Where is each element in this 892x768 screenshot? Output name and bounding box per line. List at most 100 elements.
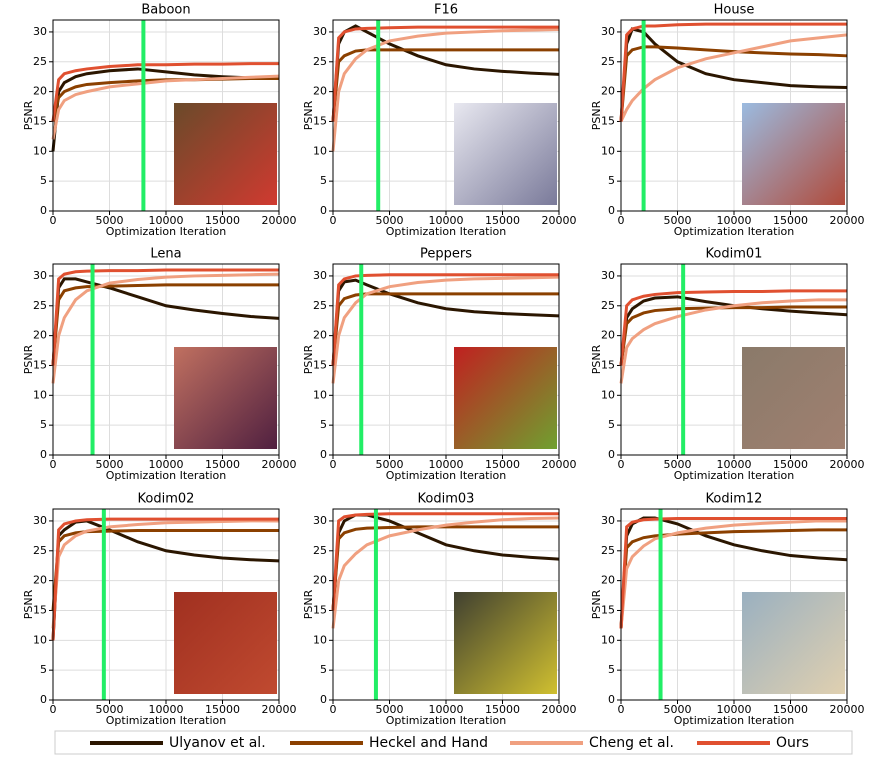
x-tick-label: 15000: [485, 214, 520, 227]
series-line: [331, 28, 560, 152]
x-tick-label: 15000: [485, 458, 520, 471]
x-tick-label: 20000: [542, 703, 577, 716]
x-tick-label: 20000: [542, 214, 577, 227]
series-line: [331, 48, 559, 122]
y-tick-label: 10: [33, 144, 47, 157]
series-line: [619, 298, 847, 384]
y-tick-label: 20: [601, 85, 615, 98]
y-tick-label: 10: [33, 388, 47, 401]
inset-image: [174, 592, 277, 694]
inset-image: [174, 347, 277, 449]
y-tick-label: 5: [40, 663, 47, 676]
y-tick-label: 5: [320, 663, 327, 676]
x-tick-label: 10000: [429, 458, 464, 471]
y-tick-label: 0: [320, 204, 327, 217]
x-tick-label: 0: [618, 703, 625, 716]
x-tick-label: 15000: [773, 703, 808, 716]
x-tick-label: 5000: [376, 214, 404, 227]
x-tick-label: 15000: [205, 703, 240, 716]
x-tick-label: 0: [50, 458, 57, 471]
y-axis-label: PSNR: [302, 100, 315, 130]
series-line: [619, 528, 847, 629]
subplot: 0 5000 10000 15000 20000 0 5 10 15 20 25 30 House Opt…: [590, 3, 865, 239]
x-tick-label: 10000: [149, 703, 184, 716]
x-tick-label: 15000: [205, 458, 240, 471]
series-line: [51, 62, 279, 122]
x-tick-label: 0: [618, 458, 625, 471]
y-tick-label: 10: [313, 388, 327, 401]
subplot: 0 5000 10000 15000 20000 0 5 10 15 20 25 30 Kodim01 O…: [590, 247, 865, 483]
x-tick-label: 5000: [664, 214, 692, 227]
y-tick-label: 20: [601, 329, 615, 342]
series-line: [51, 517, 279, 641]
y-tick-label: 20: [33, 574, 47, 587]
y-tick-label: 30: [601, 514, 615, 527]
subplot: 0 5000 10000 15000 20000 0 5 10 15 20 25 30 F16 Optim…: [302, 3, 577, 239]
y-axis-label: PSNR: [590, 100, 603, 130]
x-tick-label: 5000: [96, 214, 124, 227]
y-axis-label: PSNR: [590, 344, 603, 374]
series-line: [619, 45, 848, 122]
y-tick-label: 0: [608, 204, 615, 217]
axes-frame: [52, 19, 280, 212]
legend-box: [54, 730, 853, 755]
x-tick-label: 20000: [830, 214, 865, 227]
x-tick-label: 20000: [262, 458, 297, 471]
x-tick-label: 0: [330, 703, 337, 716]
series-line: [331, 278, 560, 366]
inset-image: [742, 103, 845, 205]
series-line: [331, 273, 559, 366]
y-axis-label: PSNR: [22, 100, 35, 130]
series-line: [619, 519, 847, 629]
y-tick-label: 30: [601, 25, 615, 38]
y-tick-label: 20: [313, 329, 327, 342]
subplot-title: Peppers: [420, 247, 472, 262]
y-tick-label: 15: [33, 114, 47, 127]
x-tick-label: 10000: [149, 458, 184, 471]
x-tick-label: 0: [618, 214, 625, 227]
y-tick-label: 5: [608, 418, 615, 431]
y-axis-label: PSNR: [22, 589, 35, 619]
x-axis-label: Optimization Iteration: [674, 469, 795, 482]
y-tick-label: 0: [320, 693, 327, 706]
subplot-title: F16: [434, 3, 458, 18]
x-tick-label: 5000: [376, 458, 404, 471]
inset-image: [454, 592, 557, 694]
y-tick-label: 10: [313, 633, 327, 646]
y-tick-label: 15: [601, 114, 615, 127]
series-line: [619, 33, 848, 123]
y-tick-label: 25: [313, 55, 327, 68]
y-axis-label: PSNR: [302, 589, 315, 619]
y-tick-label: 15: [313, 358, 327, 371]
x-tick-label: 15000: [205, 214, 240, 227]
x-tick-label: 20000: [542, 458, 577, 471]
x-tick-label: 5000: [96, 703, 124, 716]
axes-frame: [332, 508, 560, 701]
x-tick-label: 10000: [717, 214, 752, 227]
subplot: 0 5000 10000 15000 20000 0 5 10 15 20 25 30 Kodim02 O…: [22, 492, 297, 728]
series-line: [51, 272, 280, 384]
x-axis-label: Optimization Iteration: [106, 469, 227, 482]
y-axis-label: PSNR: [22, 344, 35, 374]
y-tick-label: 20: [601, 574, 615, 587]
x-tick-label: 20000: [830, 703, 865, 716]
series-line: [51, 74, 280, 140]
y-tick-label: 5: [608, 174, 615, 187]
y-tick-label: 25: [33, 299, 47, 312]
y-tick-label: 20: [313, 85, 327, 98]
x-tick-label: 5000: [96, 458, 124, 471]
series-line: [51, 519, 279, 629]
axes-frame: [52, 508, 280, 701]
subplot: 0 5000 10000 15000 20000 0 5 10 15 20 25 30 Kodim12 O…: [590, 492, 865, 728]
series-line: [51, 519, 280, 641]
inset-image: [742, 592, 845, 694]
x-tick-label: 5000: [664, 458, 692, 471]
subplot-title: Baboon: [141, 3, 190, 18]
y-tick-label: 15: [601, 603, 615, 616]
y-tick-label: 5: [40, 174, 47, 187]
series-line: [51, 277, 280, 366]
y-tick-label: 15: [33, 358, 47, 371]
subplot-title: Kodim12: [706, 492, 763, 507]
x-tick-label: 20000: [830, 458, 865, 471]
